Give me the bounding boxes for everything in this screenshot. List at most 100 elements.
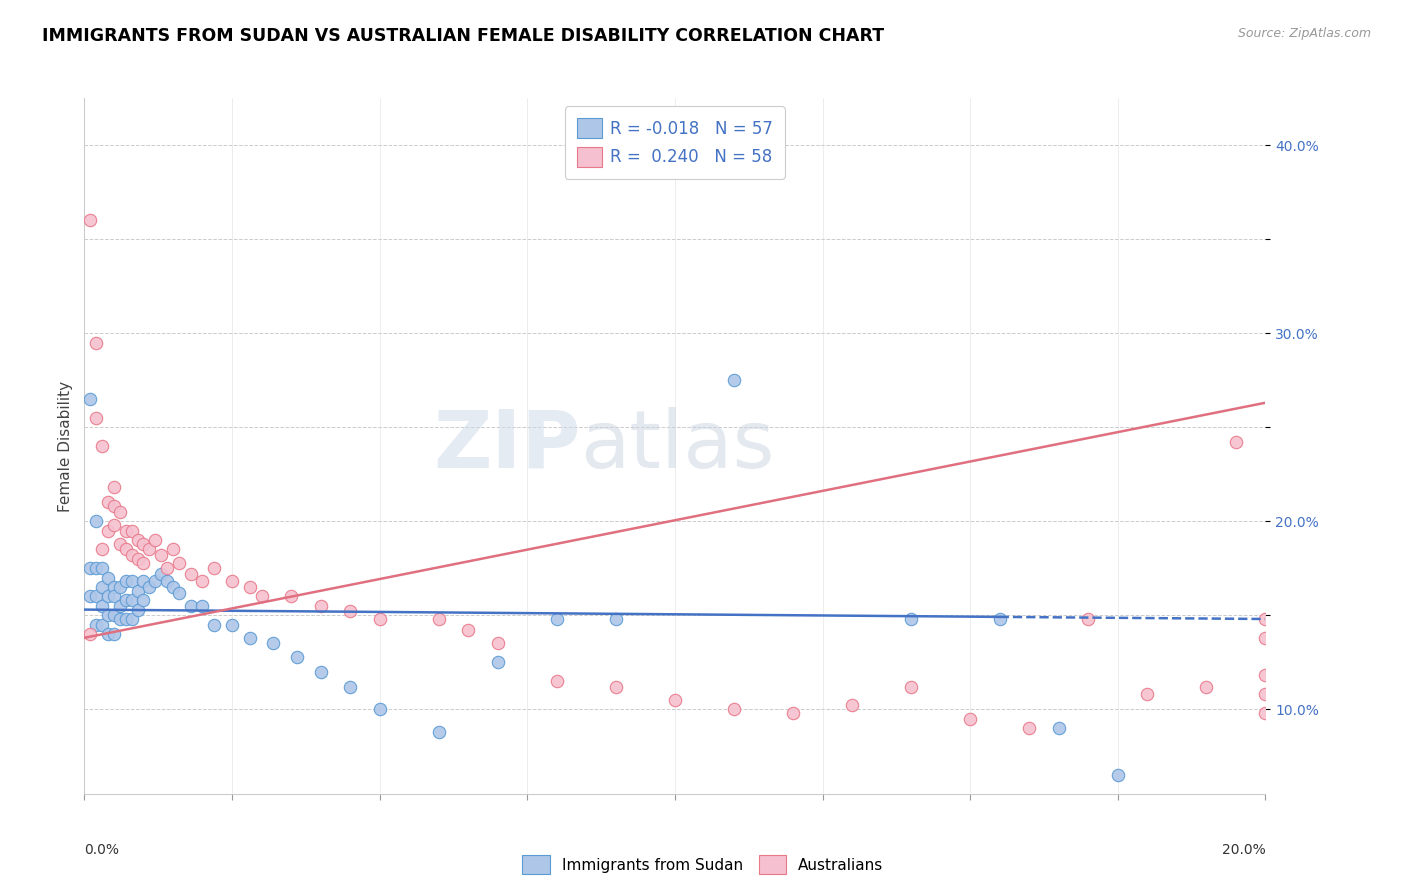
Point: [108, 612, 131, 626]
Point: [91, 617, 114, 632]
Point: [84, 335, 107, 350]
Point: [121, 524, 143, 538]
Point: [97, 608, 120, 623]
Point: [150, 566, 173, 581]
Point: [202, 617, 225, 632]
Point: [79, 213, 101, 227]
Point: [108, 599, 131, 613]
Point: [457, 624, 479, 638]
Point: [900, 612, 922, 626]
Point: [91, 599, 114, 613]
Point: [121, 593, 143, 607]
Point: [114, 612, 136, 626]
Point: [782, 706, 804, 720]
Point: [103, 580, 125, 594]
Point: [91, 580, 114, 594]
Point: [103, 518, 125, 533]
Point: [191, 599, 214, 613]
Point: [262, 636, 284, 650]
Point: [108, 537, 131, 551]
Point: [167, 585, 190, 599]
Point: [84, 514, 107, 528]
Point: [959, 712, 981, 726]
Point: [605, 680, 627, 694]
Point: [1047, 721, 1070, 735]
Point: [114, 574, 136, 589]
Point: [103, 590, 125, 604]
Point: [202, 561, 225, 575]
Point: [309, 599, 332, 613]
Point: [605, 612, 627, 626]
Point: [1254, 687, 1277, 701]
Point: [103, 480, 125, 494]
Point: [546, 612, 568, 626]
Point: [309, 665, 332, 679]
Point: [132, 556, 155, 570]
Point: [723, 702, 745, 716]
Point: [339, 605, 361, 619]
Point: [180, 566, 202, 581]
Point: [162, 542, 184, 557]
Point: [97, 590, 120, 604]
Point: [91, 561, 114, 575]
Point: [1254, 706, 1277, 720]
Point: [1254, 631, 1277, 645]
Point: [180, 599, 202, 613]
Point: [1254, 668, 1277, 682]
Point: [339, 680, 361, 694]
Point: [121, 548, 143, 562]
Point: [138, 542, 160, 557]
Point: [1018, 721, 1040, 735]
Point: [91, 439, 114, 453]
Point: [114, 542, 136, 557]
Point: [84, 617, 107, 632]
Point: [368, 612, 391, 626]
Text: IMMIGRANTS FROM SUDAN VS AUSTRALIAN FEMALE DISABILITY CORRELATION CHART: IMMIGRANTS FROM SUDAN VS AUSTRALIAN FEMA…: [42, 27, 884, 45]
Point: [97, 627, 120, 641]
Y-axis label: Female Disability: Female Disability: [58, 380, 73, 512]
Point: [79, 561, 101, 575]
Point: [1107, 768, 1129, 782]
Point: [127, 533, 149, 547]
Point: [79, 627, 101, 641]
Point: [1136, 687, 1159, 701]
Point: [114, 593, 136, 607]
Point: [221, 617, 243, 632]
Point: [239, 631, 262, 645]
Point: [127, 551, 149, 566]
Point: [79, 392, 101, 406]
Point: [250, 590, 273, 604]
Point: [150, 548, 173, 562]
Point: [427, 612, 450, 626]
Point: [97, 495, 120, 509]
Point: [486, 636, 509, 650]
Point: [127, 602, 149, 616]
Point: [103, 627, 125, 641]
Point: [84, 590, 107, 604]
Point: [143, 574, 166, 589]
Point: [143, 533, 166, 547]
Point: [285, 649, 308, 664]
Point: [900, 680, 922, 694]
Point: [127, 583, 149, 598]
Point: [132, 593, 155, 607]
Point: [191, 574, 214, 589]
Point: [84, 561, 107, 575]
Point: [1254, 612, 1277, 626]
Point: [97, 571, 120, 585]
Point: [841, 698, 863, 713]
Point: [162, 580, 184, 594]
Legend: Immigrants from Sudan, Australians: Immigrants from Sudan, Australians: [516, 849, 890, 880]
Point: [103, 608, 125, 623]
Point: [156, 574, 179, 589]
Point: [723, 373, 745, 387]
Text: atlas: atlas: [581, 407, 775, 485]
Point: [91, 542, 114, 557]
Point: [84, 410, 107, 425]
Text: ZIP: ZIP: [433, 407, 581, 485]
Text: Source: ZipAtlas.com: Source: ZipAtlas.com: [1237, 27, 1371, 40]
Point: [132, 574, 155, 589]
Legend: R = -0.018   N = 57, R =  0.240   N = 58: R = -0.018 N = 57, R = 0.240 N = 58: [565, 106, 785, 178]
Point: [664, 693, 686, 707]
Point: [427, 724, 450, 739]
